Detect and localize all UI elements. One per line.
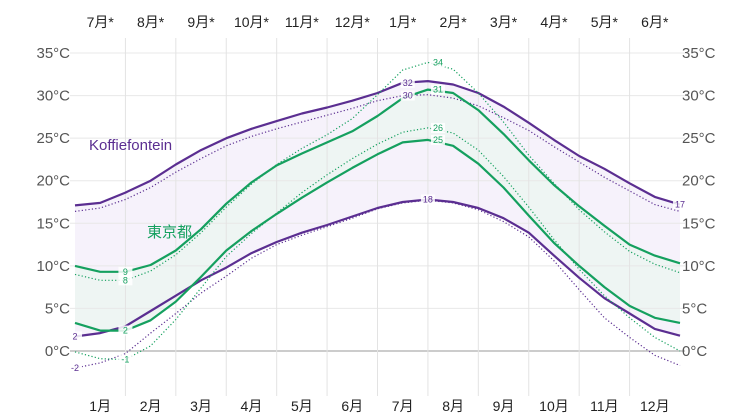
y-tick-label-left: 30°C <box>36 88 70 105</box>
x-tick-label-bottom: 6月 <box>341 398 363 414</box>
x-tick-label-top: 12月* <box>335 14 371 30</box>
x-tick-label-top: 4月* <box>540 14 568 30</box>
y-tick-label-right: 20°C <box>682 173 716 190</box>
data-label-bg <box>68 363 82 374</box>
y-tick-label-right: 10°C <box>682 258 716 275</box>
line-tokyo-low <box>74 138 681 332</box>
y-tick-label-right: 35°C <box>682 45 716 62</box>
data-label-bg <box>118 266 133 277</box>
x-tick-label-top: 11月* <box>285 14 320 30</box>
x-tick-label-top: 1月* <box>389 14 417 30</box>
data-label-tokyo-high: 31 <box>433 85 443 95</box>
data-label-tokyo-low: 25 <box>433 135 443 145</box>
data-label-bg <box>118 275 133 286</box>
data-label-koffiefontein-dotted-low: -2 <box>71 363 79 373</box>
x-tick-label-bottom: 4月 <box>241 398 263 414</box>
x-tick-label-bottom: 11月 <box>590 398 619 414</box>
data-label-tokyo-dotted-low: -1 <box>121 355 129 365</box>
data-label-koffiefontein-low: 18 <box>423 194 433 204</box>
line-koffiefontein-low <box>74 198 681 338</box>
y-tick-label-left: 35°C <box>36 45 70 62</box>
x-tick-label-top: 5月* <box>591 14 619 30</box>
y-tick-label-left: 0°C <box>45 343 70 360</box>
data-label-bg <box>420 194 435 205</box>
data-label-tokyo-high: 9 <box>123 267 128 277</box>
y-tick-label-left: 15°C <box>36 215 70 232</box>
data-label-bg <box>68 331 82 342</box>
line-tokyo-high <box>74 88 681 273</box>
line-tokyo-dotted-low <box>74 127 681 361</box>
data-label-bg <box>118 354 133 365</box>
data-label-tokyo-dotted-low: 26 <box>433 123 443 133</box>
y-tick-label-left: 5°C <box>45 300 70 317</box>
data-label-koffiefontein-dotted-high: 30 <box>403 91 413 101</box>
x-tick-label-bottom: 5月 <box>291 398 313 414</box>
x-tick-label-top: 8月* <box>137 14 165 30</box>
x-tick-label-top: 7月* <box>87 14 115 30</box>
y-tick-label-right: 0°C <box>682 343 707 360</box>
line-koffiefontein-high <box>74 80 681 207</box>
x-tick-label-bottom: 7月 <box>392 398 414 414</box>
y-tick-label-right: 5°C <box>682 300 707 317</box>
y-tick-label-left: 20°C <box>36 173 70 190</box>
data-label-bg <box>400 90 415 101</box>
series-label-tokyo: 東京都 <box>147 224 192 241</box>
y-tick-label-right: 30°C <box>682 88 716 105</box>
line-koffiefontein-dotted-high <box>74 94 681 212</box>
y-tick-label-left: 25°C <box>36 130 70 147</box>
x-tick-label-bottom: 10月 <box>539 398 569 414</box>
data-label-bg <box>400 77 415 88</box>
x-tick-label-bottom: 1月 <box>89 398 111 414</box>
data-label-bg <box>431 134 445 145</box>
grid-layer <box>70 38 685 396</box>
line-tokyo-dotted-high <box>74 61 681 281</box>
x-tick-label-top: 9月* <box>187 14 215 30</box>
x-tick-label-top: 2月* <box>440 14 468 30</box>
x-tick-label-top: 6月* <box>641 14 669 30</box>
y-tick-label-right: 25°C <box>682 130 716 147</box>
data-label-koffiefontein-high: 17 <box>675 200 685 210</box>
x-tick-label-top: 3月* <box>490 14 518 30</box>
data-label-bg <box>431 57 445 68</box>
data-label-tokyo-dotted-high: 8 <box>123 275 128 285</box>
data-label-tokyo-low: 2 <box>123 326 128 336</box>
x-tick-label-bottom: 9月 <box>493 398 515 414</box>
x-tick-label-bottom: 2月 <box>140 398 162 414</box>
y-tick-label-left: 10°C <box>36 258 70 275</box>
x-tick-label-bottom: 12月 <box>640 398 670 414</box>
x-tick-label-bottom: 3月 <box>190 398 212 414</box>
y-tick-label-right: 15°C <box>682 215 716 232</box>
x-tick-label-top: 10月* <box>234 14 270 30</box>
series-label-koffiefontein: Koffiefontein <box>89 137 172 154</box>
lines-layer <box>74 61 681 369</box>
data-label-bg <box>431 122 445 133</box>
data-label-bg <box>431 84 445 95</box>
x-tick-label-bottom: 8月 <box>442 398 464 414</box>
data-label-koffiefontein-low: 2 <box>72 332 77 342</box>
data-label-bg <box>673 199 687 210</box>
data-label-tokyo-dotted-high: 34 <box>433 57 443 67</box>
data-label-koffiefontein-high: 32 <box>403 78 413 88</box>
data-label-bg <box>118 325 133 336</box>
labels-layer: 0°C 0°C 5°C 5°C 10°C 10°C 15°C 15°C 20°C 20°C 25°C… <box>36 14 715 414</box>
